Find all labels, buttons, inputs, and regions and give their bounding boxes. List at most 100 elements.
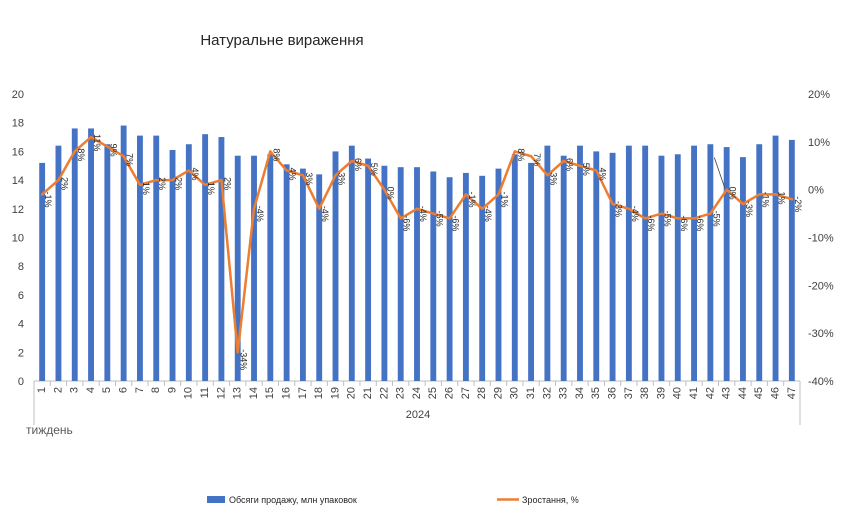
x-tick-label: 2 [52, 387, 64, 393]
data-label: -4% [320, 206, 330, 222]
x-tick-label: 34 [574, 387, 586, 399]
bar-series [39, 125, 795, 381]
data-label: 1% [206, 182, 216, 195]
line-point [595, 169, 598, 172]
bar [234, 155, 241, 381]
x-tick-label: 14 [248, 387, 260, 399]
data-label: -3% [614, 201, 624, 217]
bar [381, 165, 388, 381]
line-point [415, 207, 419, 210]
data-label: -6% [679, 215, 689, 231]
bar [365, 158, 372, 381]
line-point [578, 164, 582, 167]
line-point [366, 164, 370, 167]
bar [625, 145, 632, 381]
line-point [122, 154, 125, 158]
x-tick-label: 7 [134, 387, 146, 393]
bar [772, 135, 779, 381]
x-tick-label: 3 [69, 387, 81, 393]
x-group-label: 2024 [406, 409, 430, 421]
bar [104, 144, 111, 381]
bar [511, 154, 518, 381]
y-left-tick-label: 16 [12, 146, 24, 158]
y-right-tick-label: -10% [808, 233, 834, 245]
x-axis-title: тиждень [26, 423, 73, 437]
line-point [464, 193, 468, 196]
bar [462, 172, 469, 381]
line-point [529, 154, 533, 158]
line-point [480, 207, 484, 210]
x-tick-label: 20 [346, 387, 358, 399]
line-point [155, 178, 158, 182]
bar [788, 139, 795, 381]
x-tick-label: 24 [411, 387, 423, 399]
x-tick-label: 9 [166, 387, 178, 393]
y-left-tick-label: 10 [12, 233, 24, 245]
bar [348, 145, 355, 381]
line-point [301, 174, 305, 177]
data-label: 2% [59, 177, 69, 190]
bar [707, 144, 714, 381]
legend-label-line: Зростання, % [522, 495, 579, 505]
line-point [203, 183, 207, 187]
x-tick-label: 17 [297, 387, 309, 399]
line-point [546, 174, 549, 177]
y-left-tick-label: 4 [18, 319, 24, 331]
x-tick-label: 35 [590, 387, 602, 399]
x-tick-label: 33 [558, 387, 570, 399]
y-left-tick-label: 8 [18, 261, 24, 273]
bar [544, 145, 551, 381]
data-label: -4% [630, 206, 640, 222]
line-point [89, 135, 93, 139]
axes: 02468101214161820-40%-30%-20%-10%0%10%20… [12, 89, 834, 425]
bar [446, 177, 453, 381]
x-tick-label: 40 [672, 387, 684, 399]
line-point [138, 183, 142, 187]
bar [251, 155, 257, 381]
line-point [252, 207, 256, 210]
line-point [432, 212, 435, 215]
bar [495, 168, 502, 381]
y-right-tick-label: 20% [808, 89, 830, 101]
data-label: -6% [646, 215, 656, 231]
x-tick-label: 42 [704, 387, 716, 399]
bar [299, 168, 306, 381]
x-tick-label: 15 [264, 387, 276, 399]
data-label: -4% [255, 206, 265, 222]
line-point [220, 178, 223, 182]
bar [414, 167, 420, 381]
x-tick-label: 39 [655, 387, 667, 399]
data-label: -5% [662, 211, 672, 227]
data-label: 8% [76, 148, 86, 161]
x-tick-label: 30 [509, 387, 521, 399]
y-right-tick-label: 0% [808, 185, 824, 197]
data-label: 9% [108, 144, 118, 157]
y-left-tick-label: 20 [12, 89, 24, 101]
bar [169, 149, 176, 381]
y-right-tick-label: -40% [808, 376, 834, 388]
data-label: 4% [190, 168, 200, 181]
line-point [448, 217, 451, 220]
data-label: -1% [43, 191, 53, 207]
data-label: 5% [581, 163, 591, 176]
data-label: 8% [271, 148, 281, 161]
x-tick-label: 28 [476, 387, 488, 399]
x-tick-label: 16 [281, 387, 293, 399]
chart-title: Натуральне вираження [200, 32, 363, 49]
bar [397, 167, 404, 381]
data-label: 11% [92, 134, 102, 151]
line-point [334, 174, 337, 177]
y-left-tick-label: 18 [12, 118, 24, 130]
data-label: 3% [304, 172, 314, 185]
line-point [497, 193, 500, 196]
bar [528, 162, 535, 381]
line-point [269, 150, 272, 153]
bar [316, 174, 323, 381]
line-point [562, 159, 565, 163]
line-point [758, 193, 761, 196]
data-label: -6% [402, 215, 412, 231]
bar [71, 128, 78, 381]
data-label: 2% [174, 177, 184, 190]
x-tick-label: 5 [101, 387, 113, 393]
x-tick-label: 22 [378, 387, 390, 399]
